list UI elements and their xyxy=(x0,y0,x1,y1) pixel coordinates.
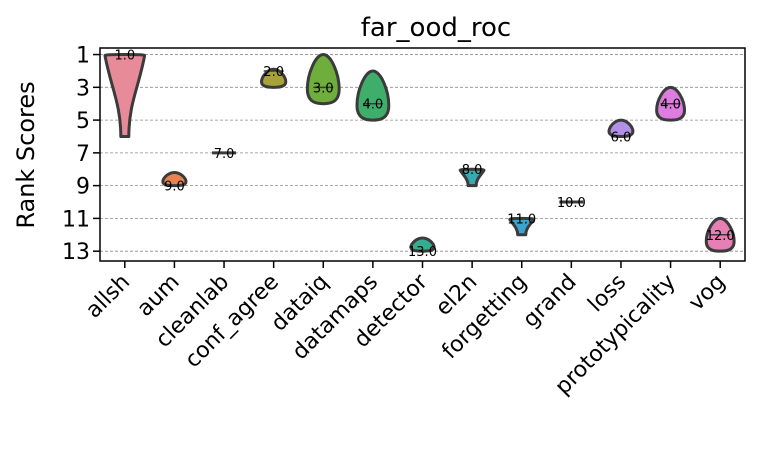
median-label-allsh: 1.0 xyxy=(114,49,135,64)
y-tick-label: 1 xyxy=(76,44,90,69)
chart-title: far_ood_roc xyxy=(361,13,511,43)
median-labels: 1.0 9.0 7.0 2.0 3.0 4.0 13.0 8.0 11.0 10.0 6.0 4.0 1… xyxy=(114,49,734,261)
median-label-aum: 9.0 xyxy=(164,180,185,195)
median-label-forgetting: 11.0 xyxy=(507,212,536,227)
grid-lines xyxy=(100,54,745,252)
violin-datamaps xyxy=(355,69,391,122)
y-axis-label: Rank Scores xyxy=(12,81,40,228)
median-label-el2n: 8.0 xyxy=(462,163,483,178)
violin-allsh xyxy=(103,53,147,138)
y-tick-label: 7 xyxy=(76,142,90,167)
y-tick-label: 9 xyxy=(76,175,90,200)
y-tick-label: 11 xyxy=(62,207,90,232)
violin-dataiq xyxy=(305,53,341,106)
x-tick-label: grand xyxy=(518,270,581,333)
x-tick-label: allsh xyxy=(81,270,135,324)
violin-conf_agree xyxy=(259,67,288,89)
median-label-datamaps: 4.0 xyxy=(363,98,384,113)
median-label-prototypicality: 4.0 xyxy=(660,98,681,113)
x-tick-label: vog xyxy=(684,270,730,316)
median-label-loss: 6.0 xyxy=(611,130,632,145)
median-label-grand: 10.0 xyxy=(557,196,586,211)
violins xyxy=(103,53,736,253)
y-tick-label: 13 xyxy=(62,240,90,265)
median-label-detector: 13.0 xyxy=(408,245,437,260)
plot-frame xyxy=(99,47,746,262)
median-label-conf_agree: 2.0 xyxy=(263,65,284,80)
median-label-dataiq: 3.0 xyxy=(313,81,334,96)
median-label-vog: 12.0 xyxy=(706,229,735,244)
y-tick-label: 3 xyxy=(76,76,90,101)
median-label-cleanlab: 7.0 xyxy=(214,147,235,162)
y-tick-label: 5 xyxy=(76,109,90,134)
x-axis: allshaumcleanlabconf_agreedataiqdatamaps… xyxy=(81,261,730,400)
